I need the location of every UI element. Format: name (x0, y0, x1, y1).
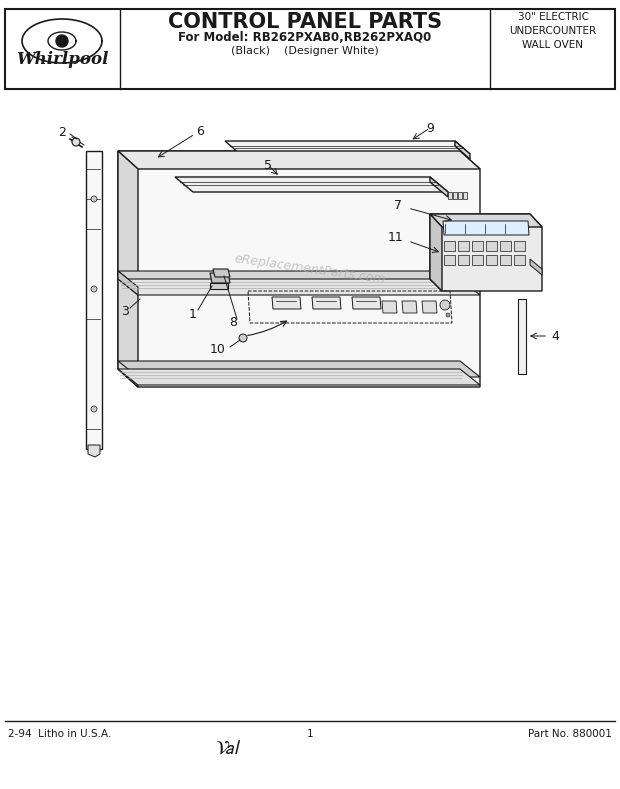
Polygon shape (5, 9, 615, 89)
Polygon shape (225, 141, 470, 154)
Text: 5: 5 (264, 159, 272, 171)
Circle shape (91, 286, 97, 292)
Text: 10: 10 (210, 342, 226, 356)
Polygon shape (458, 241, 469, 251)
Polygon shape (118, 151, 480, 387)
Text: 2: 2 (58, 125, 66, 139)
Polygon shape (86, 151, 102, 449)
Polygon shape (455, 141, 470, 159)
Polygon shape (118, 369, 480, 385)
Text: eReplacementParts.com: eReplacementParts.com (234, 252, 386, 286)
Polygon shape (312, 297, 341, 309)
Polygon shape (118, 151, 138, 387)
Text: 6: 6 (196, 125, 204, 137)
Polygon shape (463, 192, 467, 199)
Text: 30" ELECTRIC
UNDERCOUNTER
WALL OVEN: 30" ELECTRIC UNDERCOUNTER WALL OVEN (510, 12, 596, 50)
Polygon shape (430, 214, 442, 291)
Polygon shape (402, 301, 417, 313)
Text: Part No. 880001: Part No. 880001 (528, 729, 612, 739)
Text: 7: 7 (394, 199, 402, 211)
Circle shape (91, 196, 97, 202)
Circle shape (239, 334, 247, 342)
Polygon shape (422, 301, 437, 313)
Text: (Black)    (Designer White): (Black) (Designer White) (231, 46, 379, 56)
Polygon shape (486, 241, 497, 251)
Polygon shape (382, 301, 397, 313)
Polygon shape (453, 192, 457, 199)
Circle shape (91, 406, 97, 412)
Polygon shape (472, 241, 483, 251)
Polygon shape (118, 279, 480, 295)
Polygon shape (530, 259, 542, 275)
Polygon shape (210, 273, 230, 283)
Polygon shape (518, 299, 526, 374)
Polygon shape (118, 361, 480, 377)
Text: 11: 11 (388, 230, 404, 244)
Polygon shape (118, 271, 480, 287)
Polygon shape (472, 255, 483, 265)
Text: 1: 1 (189, 308, 197, 320)
Text: For Model: RB262PXAB0,RB262PXAQ0: For Model: RB262PXAB0,RB262PXAQ0 (179, 31, 432, 43)
Polygon shape (458, 255, 469, 265)
Polygon shape (272, 297, 301, 309)
Polygon shape (458, 192, 462, 199)
Polygon shape (352, 297, 381, 309)
Text: 1: 1 (307, 729, 313, 739)
Polygon shape (443, 221, 529, 235)
Text: 3: 3 (121, 305, 129, 317)
Circle shape (72, 138, 80, 146)
Polygon shape (118, 271, 138, 295)
Polygon shape (210, 283, 228, 289)
Polygon shape (500, 241, 511, 251)
Text: 9: 9 (426, 122, 434, 134)
Circle shape (440, 300, 450, 310)
Polygon shape (430, 177, 448, 197)
Polygon shape (56, 35, 68, 47)
Polygon shape (486, 255, 497, 265)
Text: 8: 8 (229, 316, 237, 328)
Text: 2-94  Litho in U.S.A.: 2-94 Litho in U.S.A. (8, 729, 112, 739)
Text: Whirlpool: Whirlpool (16, 50, 108, 68)
Polygon shape (430, 214, 542, 291)
Polygon shape (430, 214, 542, 227)
Text: 4: 4 (551, 330, 559, 342)
Polygon shape (213, 269, 230, 277)
Polygon shape (175, 177, 448, 192)
Polygon shape (448, 192, 452, 199)
Polygon shape (514, 255, 525, 265)
Text: $\mathcal{V\!al}$: $\mathcal{V\!al}$ (215, 740, 241, 758)
Polygon shape (444, 255, 455, 265)
Circle shape (446, 313, 450, 317)
Polygon shape (88, 445, 100, 457)
Polygon shape (444, 241, 455, 251)
Polygon shape (514, 241, 525, 251)
Polygon shape (118, 151, 480, 169)
Text: CONTROL PANEL PARTS: CONTROL PANEL PARTS (168, 12, 442, 32)
Polygon shape (500, 255, 511, 265)
